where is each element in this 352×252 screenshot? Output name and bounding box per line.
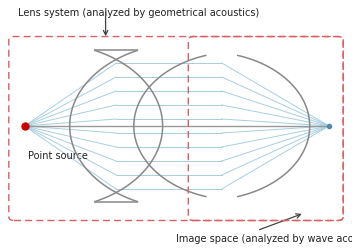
- Text: Image space (analyzed by wave acoustics): Image space (analyzed by wave acoustics): [176, 234, 352, 244]
- Text: Point source: Point source: [28, 151, 88, 161]
- Text: Lens system (analyzed by geometrical acoustics): Lens system (analyzed by geometrical aco…: [18, 8, 259, 18]
